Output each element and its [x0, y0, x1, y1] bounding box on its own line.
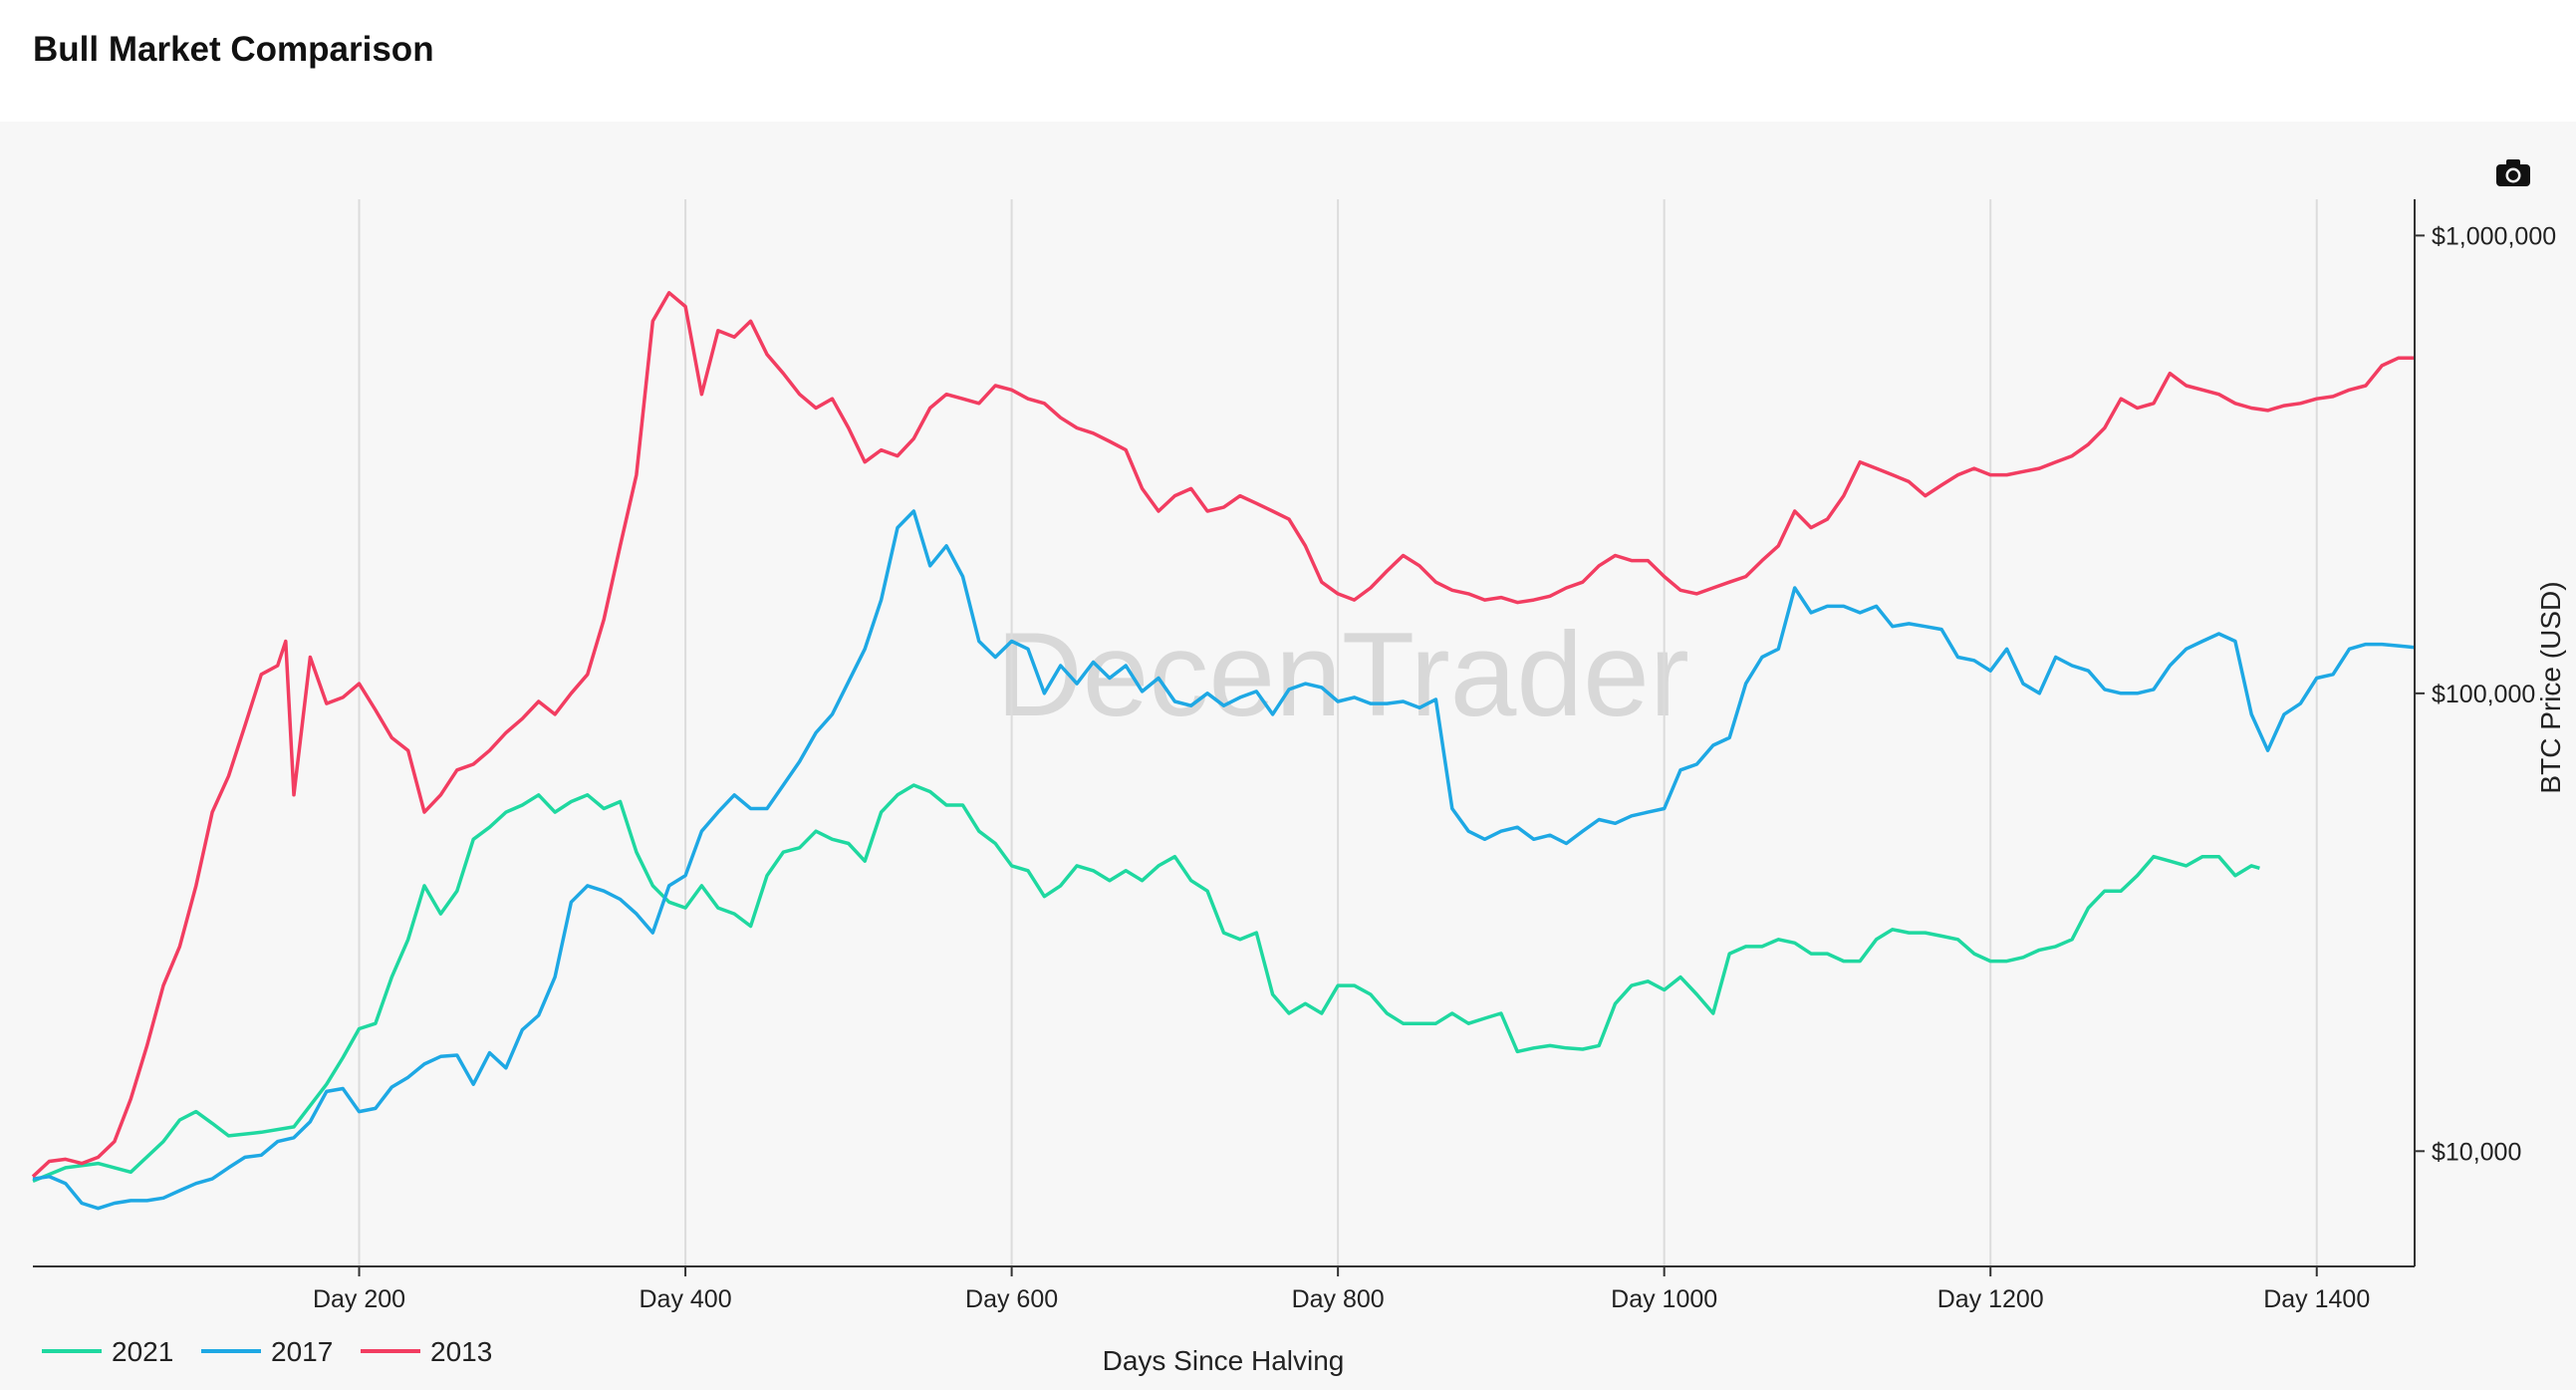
x-tick-label: Day 1000: [1611, 1285, 1717, 1313]
y-tick-label: $10,000: [2432, 1138, 2521, 1166]
y-tick-label: $1,000,000: [2432, 222, 2556, 250]
y-axis-title: BTC Price (USD): [2535, 581, 2566, 793]
x-tick-label: Day 200: [313, 1285, 405, 1313]
legend: 2021 2017 2013: [42, 1336, 492, 1367]
x-tick-label: Day 1200: [1937, 1285, 2044, 1313]
series-line-2021: [32, 783, 2260, 1184]
header-bar: Bull Market Comparison: [0, 0, 2576, 122]
series-line-2013: [31, 291, 2415, 1179]
y-tick-label: $100,000: [2432, 681, 2535, 708]
legend-label-2013[interactable]: 2013: [430, 1336, 492, 1367]
watermark: DecenTrader: [996, 608, 1689, 741]
x-tick-label: Day 800: [1292, 1285, 1385, 1313]
x-tick-label: Day 400: [640, 1285, 732, 1313]
axes: Day 200 Day 400 Day 600 Day 800 Day 1000 Day …: [33, 199, 2556, 1313]
x-tick-label: Day 600: [965, 1285, 1058, 1313]
plot-background: [0, 122, 2576, 1390]
legend-label-2017[interactable]: 2017: [271, 1336, 333, 1367]
camera-icon[interactable]: [2494, 157, 2532, 187]
x-axis-title: Days Since Halving: [1103, 1345, 1345, 1376]
grid-lines: [358, 199, 2318, 1266]
page-title: Bull Market Comparison: [33, 30, 434, 69]
legend-label-2021[interactable]: 2021: [112, 1336, 173, 1367]
series-line-2017: [32, 509, 2416, 1211]
series-layer: [31, 291, 2416, 1211]
x-tick-label: Day 1400: [2263, 1285, 2370, 1313]
